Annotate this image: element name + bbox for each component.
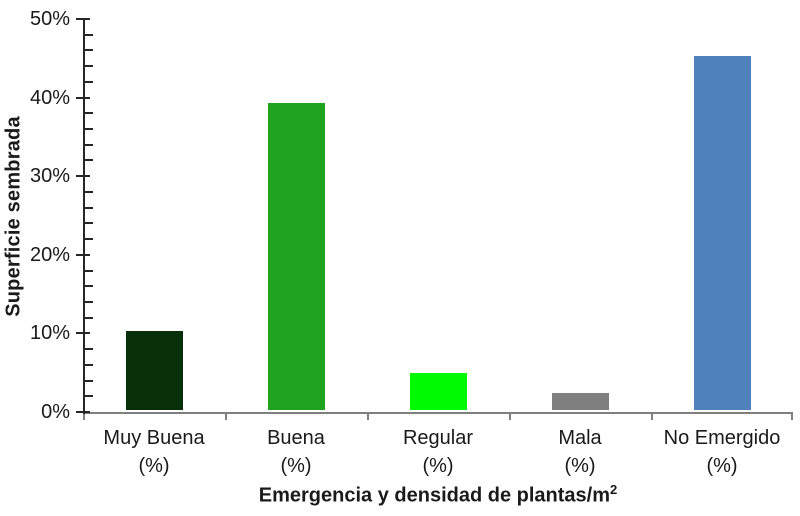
y-minor-tick xyxy=(85,49,93,52)
category-label-name: Mala xyxy=(558,427,602,449)
category-label-unit: (%) xyxy=(280,455,312,477)
y-minor-tick xyxy=(85,300,93,303)
y-minor-tick xyxy=(85,33,93,36)
y-major-tick xyxy=(76,253,90,256)
x-tick xyxy=(509,414,511,420)
y-minor-tick xyxy=(85,206,93,209)
y-tick-label: 50% xyxy=(29,8,70,30)
category-label-unit: (%) xyxy=(138,455,170,477)
bar-buena xyxy=(268,103,325,410)
category-label-unit: (%) xyxy=(422,455,454,477)
category-label-unit: (%) xyxy=(564,455,596,477)
y-minor-tick xyxy=(85,143,93,146)
x-tick xyxy=(225,414,227,420)
bar-mala xyxy=(552,392,609,410)
x-tick xyxy=(651,414,653,420)
y-minor-tick xyxy=(85,395,93,398)
y-minor-tick xyxy=(85,222,93,225)
y-minor-tick xyxy=(85,128,93,131)
y-minor-tick xyxy=(85,80,93,83)
y-tick-label: 10% xyxy=(29,322,70,345)
x-axis-line xyxy=(83,412,793,414)
category-label: Muy Buena (%) xyxy=(83,424,225,480)
y-minor-tick xyxy=(85,316,93,319)
y-minor-tick xyxy=(85,363,93,366)
category-label: Regular (%) xyxy=(367,424,509,480)
category-label-name: Regular xyxy=(402,427,474,449)
category-label-unit: (%) xyxy=(706,455,738,477)
y-minor-tick xyxy=(85,190,93,193)
category-label-name: Buena xyxy=(267,427,325,449)
y-major-tick xyxy=(76,18,90,20)
x-axis-title-text: Emergencia y densidad de plantas/m xyxy=(258,484,610,507)
x-tick xyxy=(83,414,85,420)
y-minor-tick xyxy=(85,112,93,115)
y-minor-tick xyxy=(85,65,93,68)
x-axis-title-superscript: 2 xyxy=(610,482,618,497)
y-axis-line xyxy=(83,19,85,414)
y-major-tick xyxy=(76,411,90,413)
y-major-tick xyxy=(76,175,90,178)
x-tick xyxy=(367,414,369,420)
category-label: Mala (%) xyxy=(509,424,651,480)
y-minor-tick xyxy=(85,379,93,382)
x-axis-category-labels: Muy Buena (%) Buena (%) Regular (%) Mala (%) No … xyxy=(83,424,793,480)
y-tick-label: 20% xyxy=(29,243,70,266)
category-label: No Emergido (%) xyxy=(651,424,793,480)
category-label-name: No Emergido xyxy=(663,427,781,449)
y-major-tick xyxy=(76,332,90,335)
y-minor-tick xyxy=(85,159,93,162)
y-major-tick xyxy=(76,96,90,99)
bar-no-emergido xyxy=(694,56,751,410)
y-tick-label: 40% xyxy=(29,86,70,109)
bar-muy-buena xyxy=(126,331,183,410)
y-minor-tick xyxy=(85,348,93,351)
category-label-name: Muy Buena xyxy=(103,427,205,449)
y-minor-tick xyxy=(85,285,93,288)
category-label: Buena (%) xyxy=(225,424,367,480)
bar-regular xyxy=(410,373,467,410)
y-tick-label: 30% xyxy=(29,165,70,188)
x-tick xyxy=(791,414,793,420)
y-tick-label: 0% xyxy=(41,401,70,423)
y-minor-tick xyxy=(85,238,93,241)
y-minor-tick xyxy=(85,269,93,272)
x-axis-title: Emergencia y densidad de plantas/m2 xyxy=(83,482,793,508)
y-axis-tick-labels: 0% 10% 20% 30% 40% 50% xyxy=(0,9,70,422)
plot-area xyxy=(76,18,793,420)
